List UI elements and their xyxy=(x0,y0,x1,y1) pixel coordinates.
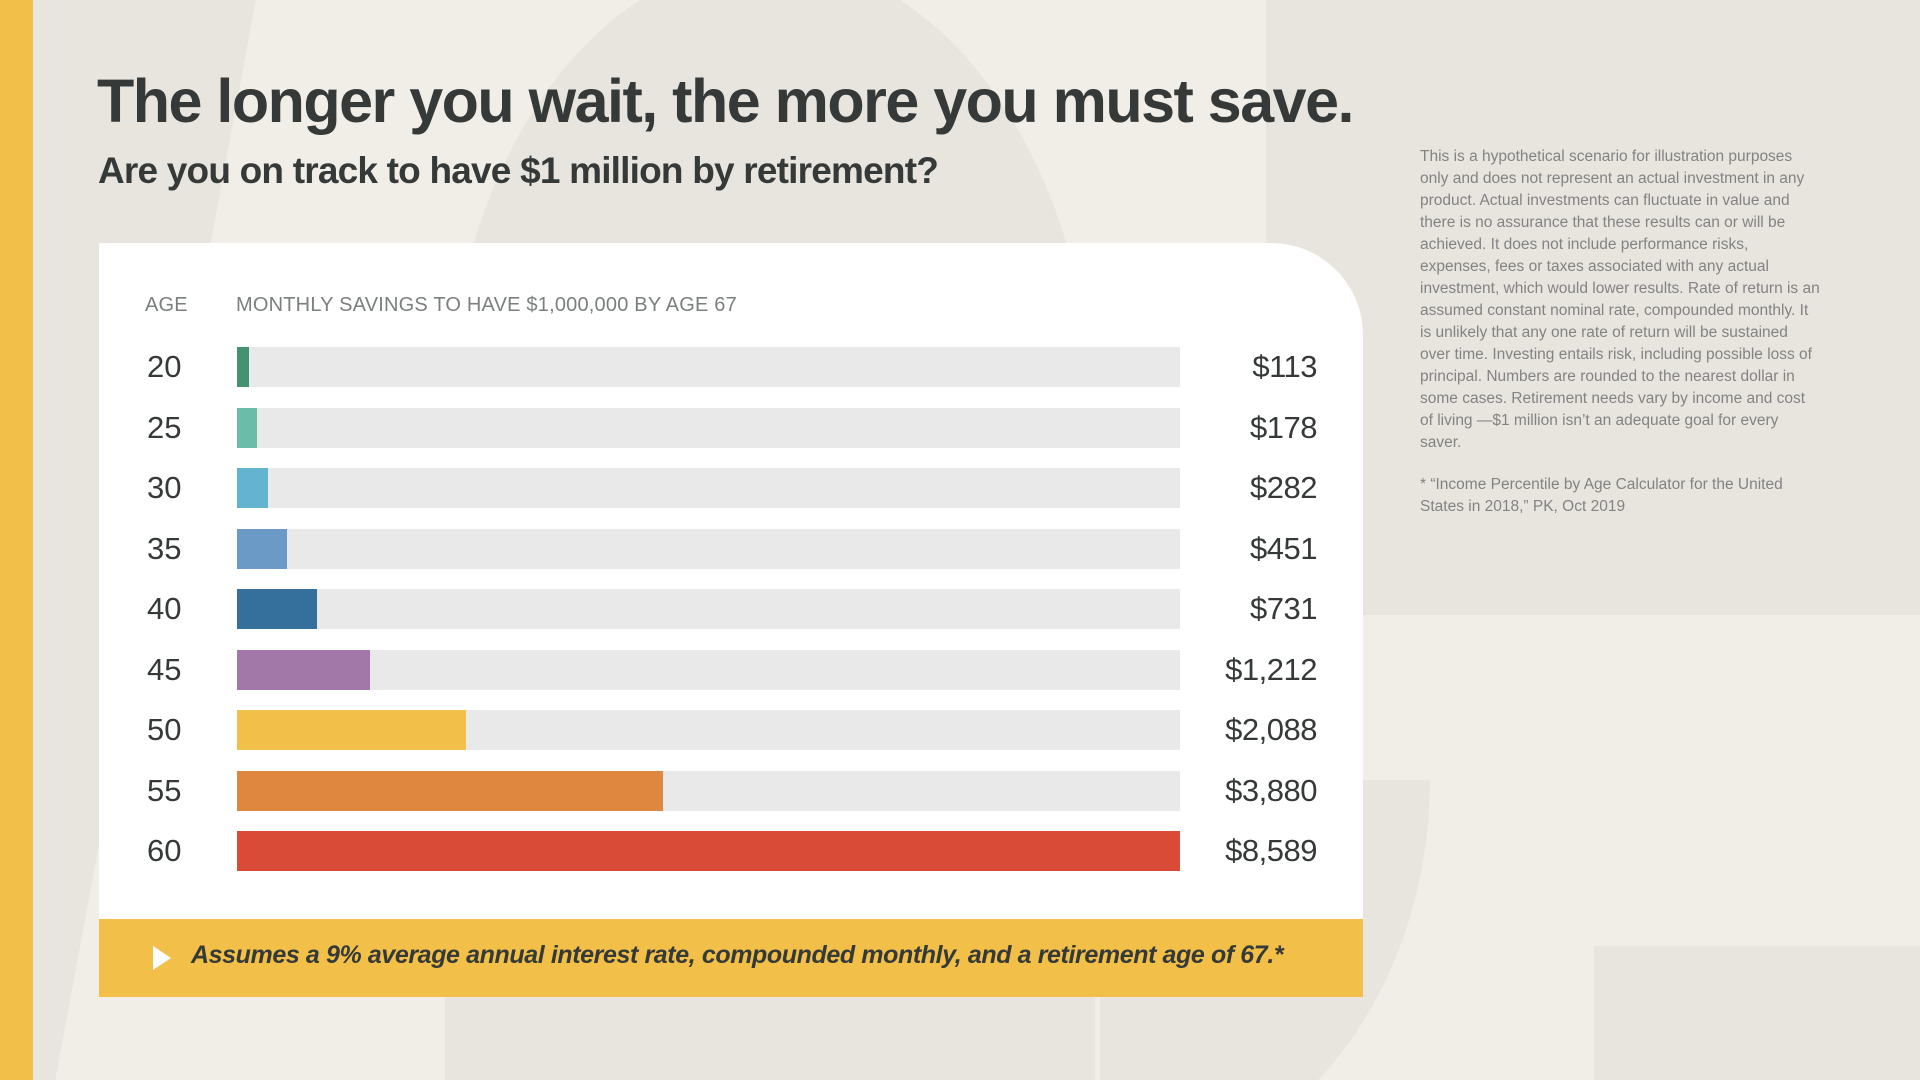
bar-track xyxy=(237,407,1180,448)
bar-row: 45 $1,212 xyxy=(99,649,1363,690)
bar-fill xyxy=(237,407,257,448)
bar-track xyxy=(237,528,1180,569)
accent-stripe xyxy=(0,0,33,1080)
age-label: 40 xyxy=(147,591,182,626)
bar-fill xyxy=(237,589,318,629)
value-label: $3,880 xyxy=(1225,772,1317,808)
bar-track xyxy=(237,589,1180,629)
bar-fill xyxy=(237,347,250,387)
disclaimer: This is a hypothetical scenario for illu… xyxy=(1420,146,1820,538)
bar-track xyxy=(237,347,1180,387)
page-subtitle: Are you on track to have $1 million by r… xyxy=(98,150,939,191)
age-label: 35 xyxy=(147,530,182,566)
bar-track xyxy=(237,649,1180,690)
value-label: $2,088 xyxy=(1225,712,1317,747)
bar-row: 55 $3,880 xyxy=(99,770,1363,811)
assumption-note: Assumes a 9% average annual interest rat… xyxy=(191,941,1284,969)
value-label: $178 xyxy=(1250,409,1317,445)
value-label: $282 xyxy=(1250,470,1317,505)
chart-card xyxy=(99,243,1363,919)
source-citation: * “Income Percentile by Age Calculator f… xyxy=(1420,476,1783,515)
bar-fill xyxy=(237,831,1180,871)
age-label: 50 xyxy=(147,712,182,747)
assumption-banner: Assumes a 9% average annual interest rat… xyxy=(99,919,1363,997)
bar-row: 40 $731 xyxy=(99,589,1363,629)
background-shape xyxy=(1266,0,1920,615)
disclaimer-text: This is a hypothetical scenario for illu… xyxy=(1420,148,1820,451)
age-label: 20 xyxy=(147,349,182,384)
bar-row: 20 $113 xyxy=(99,347,1363,387)
bar-track xyxy=(237,831,1180,871)
bar-row: 35 $451 xyxy=(99,528,1363,569)
value-label: $731 xyxy=(1250,591,1317,626)
age-label: 45 xyxy=(147,651,182,687)
bar-row: 60 $8,589 xyxy=(99,831,1363,871)
bar-fill xyxy=(237,468,268,508)
bar-row: 25 $178 xyxy=(99,407,1363,448)
bar-track xyxy=(237,770,1180,811)
bar-fill xyxy=(237,528,287,569)
value-label: $8,589 xyxy=(1225,833,1317,868)
bar-row: 30 $282 xyxy=(99,468,1363,508)
age-label: 25 xyxy=(147,409,182,445)
column-header-savings: MONTHLY SAVINGS TO HAVE $1,000,000 BY AG… xyxy=(236,294,737,316)
column-header-age: AGE xyxy=(145,294,188,316)
background-shape xyxy=(1594,946,1920,1080)
bar-fill xyxy=(237,770,663,811)
age-label: 55 xyxy=(147,772,182,808)
bar-track xyxy=(237,468,1180,508)
bar-row: 50 $2,088 xyxy=(99,710,1363,750)
play-triangle-icon xyxy=(153,946,171,970)
value-label: $113 xyxy=(1252,349,1317,384)
age-label: 60 xyxy=(147,833,182,868)
bar-track xyxy=(237,710,1180,750)
bar-fill xyxy=(237,649,371,690)
bar-fill xyxy=(237,710,467,750)
value-label: $451 xyxy=(1250,530,1317,566)
age-label: 30 xyxy=(147,470,182,505)
page-title: The longer you wait, the more you must s… xyxy=(97,67,1354,135)
value-label: $1,212 xyxy=(1225,651,1317,687)
